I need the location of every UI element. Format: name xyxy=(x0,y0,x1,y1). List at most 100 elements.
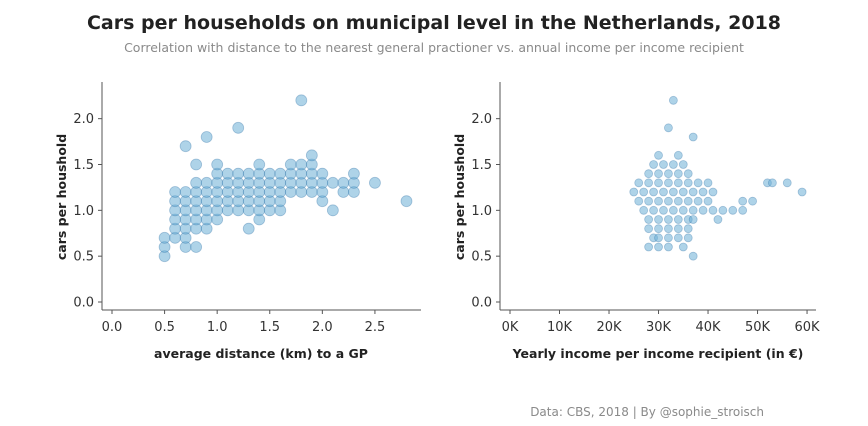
income-point-52 xyxy=(693,178,703,188)
distance-axes: 0.0 0.5 1.0 1.5 2.0 2.5 0.0 0.5 1.0 1.5 2.0 xyxy=(73,82,421,335)
distance-point-86 xyxy=(305,149,318,162)
income-point-58 xyxy=(683,169,693,179)
income-point-77 xyxy=(797,187,807,197)
income-point-11 xyxy=(654,224,663,234)
income-x-tick-label-5: 50K xyxy=(745,320,771,335)
income-point-32 xyxy=(664,196,673,206)
distance-point-24 xyxy=(190,158,203,171)
distance-point-16 xyxy=(179,140,192,153)
distance-point-2 xyxy=(158,231,171,244)
income-point-4 xyxy=(688,251,698,261)
income-point-64 xyxy=(673,150,683,160)
income-x-tick-label-2: 20K xyxy=(596,320,622,335)
income-point-13 xyxy=(673,224,683,234)
income-scatter-chart: 0K 10K 20K 30K 40K 50K 60K 0.0 0.5 1.0 1.5 2.0 Year… xyxy=(452,82,820,361)
data-source-credit: Data: CBS, 2018 | By @sophie_stroisch xyxy=(530,405,764,419)
chart-subtitle: Correlation with distance to the nearest… xyxy=(124,40,744,55)
distance-point-48 xyxy=(232,167,245,180)
distance-point-49 xyxy=(232,121,245,134)
income-point-14 xyxy=(683,224,693,234)
income-point-28 xyxy=(708,205,718,215)
income-point-36 xyxy=(703,196,713,206)
distance-y-tick-label-3: 1.5 xyxy=(73,158,94,173)
income-x-axis-label: Yearly income per income recipient (in €… xyxy=(512,346,804,361)
income-point-24 xyxy=(668,205,678,215)
distance-point-72 xyxy=(274,167,287,180)
income-point-9 xyxy=(683,233,693,243)
income-point-3 xyxy=(678,242,688,252)
income-x-tick-label-0: 0K xyxy=(502,320,519,335)
income-point-1 xyxy=(654,242,663,252)
distance-scatter-chart: 0.0 0.5 1.0 1.5 2.0 2.5 0.0 0.5 1.0 1.5 2.0 averag… xyxy=(54,82,421,361)
distance-x-tick-label-5: 2.5 xyxy=(365,320,386,335)
income-point-30 xyxy=(644,196,654,206)
income-point-56 xyxy=(664,169,673,179)
distance-point-92 xyxy=(326,176,339,189)
income-point-16 xyxy=(654,215,663,224)
distance-point-76 xyxy=(284,158,297,171)
income-point-62 xyxy=(678,160,688,169)
income-point-41 xyxy=(668,187,678,197)
income-y-tick-label-1: 0.5 xyxy=(471,250,492,265)
income-point-0 xyxy=(644,242,654,252)
income-point-49 xyxy=(664,178,673,188)
income-point-60 xyxy=(659,160,668,169)
income-point-38 xyxy=(639,187,649,197)
income-point-15 xyxy=(644,215,654,224)
income-point-44 xyxy=(698,187,708,197)
income-point-31 xyxy=(654,196,663,206)
distance-point-62 xyxy=(253,158,266,171)
distance-point-55 xyxy=(242,167,255,180)
income-point-75 xyxy=(767,178,777,188)
distance-x-tick-label-0: 0.0 xyxy=(102,320,123,335)
distance-point-38 xyxy=(211,158,224,171)
income-point-10 xyxy=(644,224,654,234)
income-point-8 xyxy=(673,233,683,243)
income-point-63 xyxy=(654,150,663,160)
distance-point-31 xyxy=(200,131,213,143)
distance-x-tick-label-2: 1.0 xyxy=(207,320,228,335)
distance-point-15 xyxy=(179,186,192,198)
distance-point-90 xyxy=(316,167,329,180)
distance-x-tick-label-4: 2.0 xyxy=(312,320,333,335)
income-x-tick-label-3: 30K xyxy=(646,320,672,335)
income-y-axis-label: cars per houshold xyxy=(452,134,467,260)
income-point-46 xyxy=(634,178,644,188)
income-point-26 xyxy=(688,205,698,215)
distance-point-81 xyxy=(295,94,308,107)
distance-point-98 xyxy=(369,176,381,189)
income-y-tick-label-3: 1.5 xyxy=(471,158,492,173)
income-point-72 xyxy=(738,196,748,206)
income-point-40 xyxy=(659,187,668,197)
income-point-51 xyxy=(683,178,693,188)
income-point-22 xyxy=(649,205,658,215)
income-point-23 xyxy=(659,205,668,215)
income-point-68 xyxy=(713,215,723,224)
distance-point-30 xyxy=(200,176,213,189)
distance-point-91 xyxy=(326,204,339,217)
income-x-tick-label-6: 60K xyxy=(795,320,821,335)
income-point-73 xyxy=(748,196,757,206)
income-point-17 xyxy=(664,215,673,224)
income-point-70 xyxy=(728,205,738,215)
income-point-69 xyxy=(718,205,728,215)
income-point-76 xyxy=(782,178,792,188)
income-point-2 xyxy=(664,242,673,252)
income-point-48 xyxy=(654,178,663,188)
income-point-71 xyxy=(738,205,748,215)
income-point-39 xyxy=(649,187,658,197)
income-point-21 xyxy=(639,205,649,215)
income-point-7 xyxy=(664,233,673,243)
income-point-37 xyxy=(629,187,639,197)
distance-x-axis-label: average distance (km) to a GP xyxy=(154,346,368,361)
income-point-43 xyxy=(688,187,698,197)
distance-point-94 xyxy=(337,176,350,189)
distance-point-23 xyxy=(190,176,203,189)
income-point-55 xyxy=(654,169,663,179)
income-point-27 xyxy=(698,205,708,215)
distance-point-67 xyxy=(263,167,276,180)
distance-x-tick-label-1: 0.5 xyxy=(154,320,175,335)
income-y-tick-label-4: 2.0 xyxy=(471,112,492,127)
income-y-tick-label-0: 0.0 xyxy=(471,296,492,311)
income-point-35 xyxy=(693,196,703,206)
